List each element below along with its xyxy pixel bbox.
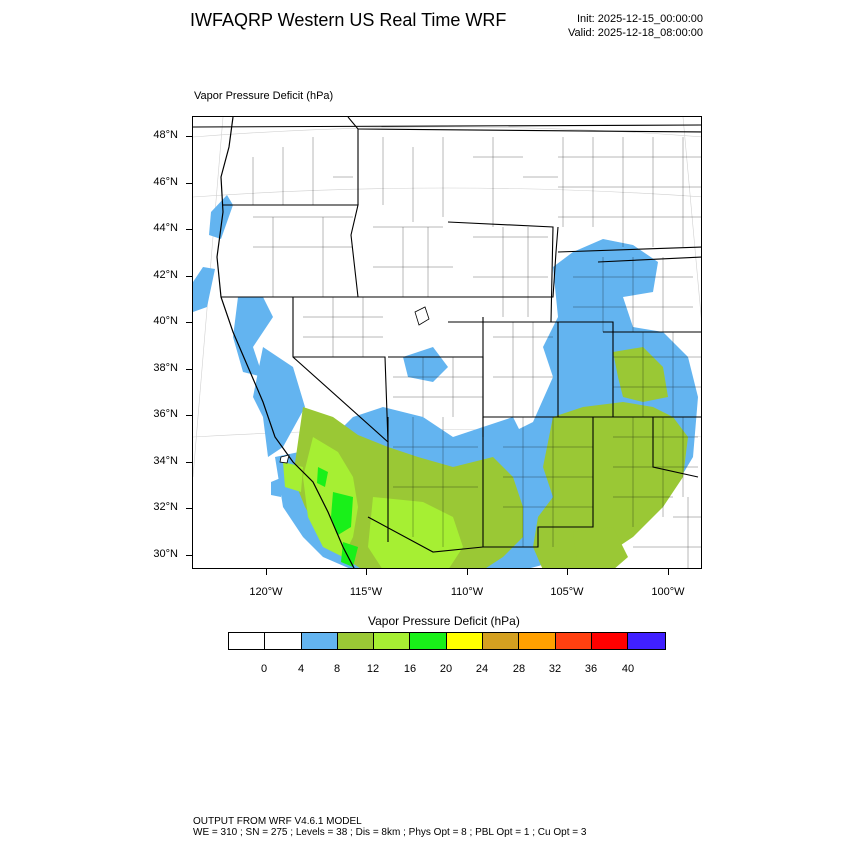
lat-label: 46°N: [153, 176, 178, 188]
model-config: WE = 310 ; SN = 275 ; Levels = 38 ; Dis …: [193, 827, 587, 838]
init-time: Init: 2025-12-15_00:00:00: [577, 13, 703, 25]
lat-tick: [186, 415, 192, 416]
state-boundaries: [193, 117, 701, 553]
lat-tick: [186, 555, 192, 556]
colorbar-box: [555, 633, 592, 649]
map-subtitle: Vapor Pressure Deficit (hPa): [194, 90, 334, 102]
colorbar-label: 0: [260, 663, 268, 675]
lat-label: 34°N: [153, 455, 178, 467]
map-panel[interactable]: [192, 116, 702, 569]
lon-label: 120°W: [249, 586, 283, 598]
lat-label: 38°N: [153, 362, 178, 374]
lat-tick: [186, 462, 192, 463]
lat-tick: [186, 229, 192, 230]
colorbar-box: [374, 633, 411, 649]
lon-label: 105°W: [550, 586, 584, 598]
lat-label: 40°N: [153, 315, 178, 327]
colorbar-box: [591, 633, 629, 649]
lat-label: 48°N: [153, 129, 178, 141]
lon-label: 100°W: [651, 586, 685, 598]
lat-tick: [186, 508, 192, 509]
lat-label: 44°N: [153, 222, 178, 234]
lon-tick: [668, 569, 669, 575]
lon-label: 110°W: [450, 586, 484, 598]
map-canvas: [193, 117, 701, 568]
lon-tick: [266, 569, 267, 575]
colorbar-box: [483, 633, 520, 649]
lat-tick: [186, 276, 192, 277]
colorbar-box: [628, 633, 665, 649]
lat-label: 42°N: [153, 269, 178, 281]
colorbar-label: 12: [366, 663, 380, 675]
lon-tick: [467, 569, 468, 575]
lon-tick: [567, 569, 568, 575]
colorbar-label: 40: [621, 663, 635, 675]
lon-tick: [366, 569, 367, 575]
colorbar-box: [410, 633, 447, 649]
colorbar-box: [446, 633, 484, 649]
colorbar-box: [301, 633, 338, 649]
colorbar-box: [229, 633, 266, 649]
colorbar: [228, 632, 666, 650]
lat-tick: [186, 136, 192, 137]
colorbar-box: [519, 633, 556, 649]
graticule: [193, 117, 701, 478]
lat-label: 30°N: [153, 548, 178, 560]
coastline: [216, 117, 355, 568]
colorbar-label: 24: [475, 663, 489, 675]
county-boundaries: [252, 137, 701, 568]
vpd-16-20-region: [317, 467, 358, 567]
lakes: [279, 306, 430, 464]
colorbar-label: 16: [403, 663, 417, 675]
plot-title: IWFAQRP Western US Real Time WRF: [190, 10, 507, 30]
colorbar-box: [337, 633, 375, 649]
valid-time: Valid: 2025-12-18_08:00:00: [568, 27, 703, 39]
colorbar-label: 8: [333, 663, 341, 675]
colorbar-box: [265, 633, 302, 649]
colorbar-label: 20: [439, 663, 453, 675]
lat-label: 36°N: [153, 408, 178, 420]
lat-label: 32°N: [153, 501, 178, 513]
colorbar-label: 4: [297, 663, 305, 675]
lat-tick: [186, 369, 192, 370]
colorbar-label: 28: [512, 663, 526, 675]
lon-label: 115°W: [349, 586, 383, 598]
colorbar-title: Vapor Pressure Deficit (hPa): [368, 614, 520, 628]
colorbar-label: 36: [584, 663, 598, 675]
lat-tick: [186, 322, 192, 323]
lat-tick: [186, 183, 192, 184]
model-info: OUTPUT FROM WRF V4.6.1 MODEL: [193, 816, 362, 827]
colorbar-label: 32: [548, 663, 562, 675]
